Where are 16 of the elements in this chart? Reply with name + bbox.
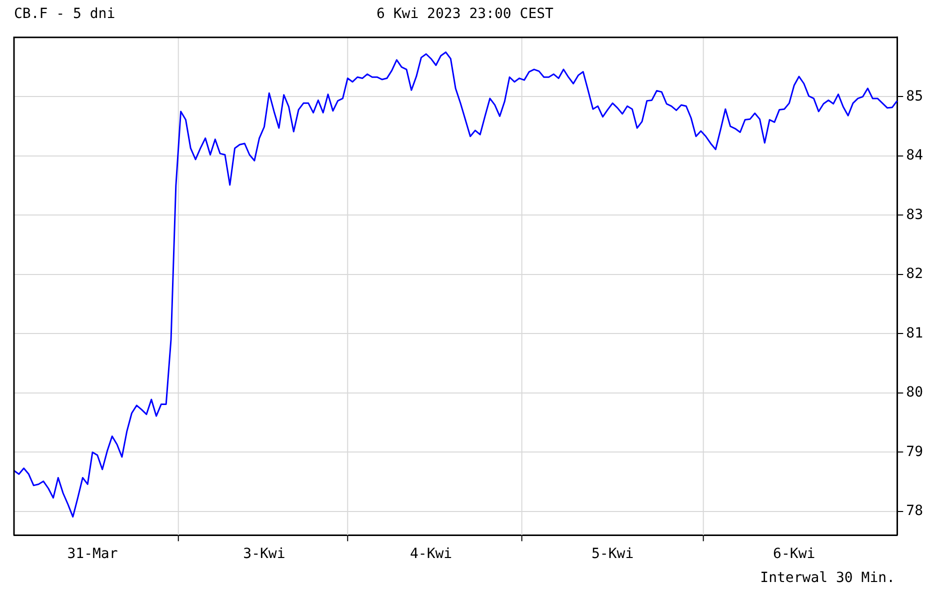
x-tick-label: 5-Kwi [591,546,634,562]
y-tick-label: 83 [906,206,923,223]
y-tick-label: 80 [906,384,923,401]
chart-title: CB.F - 5 dni [14,6,116,22]
text: Interwal 30 Min. [759,569,895,588]
y-tick-label: 78 [906,503,923,520]
x-tick-label: 4-Kwi [410,546,452,562]
chart-subtitle: 6 Kwi 2023 23:00 CEST [376,6,554,22]
y-tick-label: 85 [906,88,923,104]
y-tick-label: 82 [906,266,923,282]
y-tick-label: 79 [906,444,923,460]
x-tick-label: 31-Mar [67,546,118,562]
x-tick-label: 3-Kwi [243,546,286,562]
y-tick-label: 84 [906,148,923,164]
y-tick-label: 81 [906,325,923,342]
x-tick-label: 6-Kwi [773,546,816,562]
